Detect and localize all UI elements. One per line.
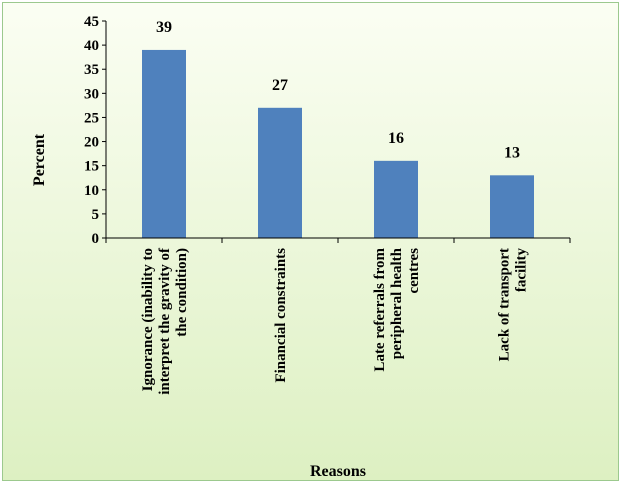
bar <box>142 49 186 238</box>
x-tick-label: Ignorance (inability tointerpret the gra… <box>140 247 190 395</box>
data-label: 39 <box>156 19 172 36</box>
y-tick-label: 15 <box>84 159 99 175</box>
y-tick-label: 40 <box>84 38 99 54</box>
bar <box>258 107 302 238</box>
data-label: 27 <box>272 77 288 94</box>
y-tick-label: 0 <box>92 231 100 247</box>
data-label: 13 <box>504 144 520 161</box>
x-tick-label: Lack of transportfacility <box>497 248 530 362</box>
y-tick-label: 35 <box>84 62 99 78</box>
y-tick-label: 45 <box>84 14 99 30</box>
x-axis-title: Reasons <box>310 463 366 480</box>
x-tick-label: Late referrals fromperipheral healthcent… <box>372 247 422 371</box>
data-label: 16 <box>388 130 404 147</box>
y-axis: 0 5 10 15 20 25 30 35 40 45 <box>84 14 107 247</box>
value-labels-group: 39 27 16 13 <box>156 19 520 161</box>
bar <box>374 160 418 238</box>
y-tick-label: 10 <box>84 183 99 199</box>
bars-group <box>142 49 534 238</box>
y-tick-label: 5 <box>92 207 100 223</box>
y-tick-label: 30 <box>84 86 99 102</box>
y-tick-label: 20 <box>84 135 99 151</box>
x-axis: Ignorance (inability tointerpret the gra… <box>105 237 571 395</box>
bar <box>490 175 534 238</box>
y-axis-title: Percent <box>31 133 48 186</box>
y-tick-label: 25 <box>84 110 99 126</box>
chart-frame <box>2 2 619 481</box>
x-tick-label: Financial constraints <box>273 248 289 383</box>
